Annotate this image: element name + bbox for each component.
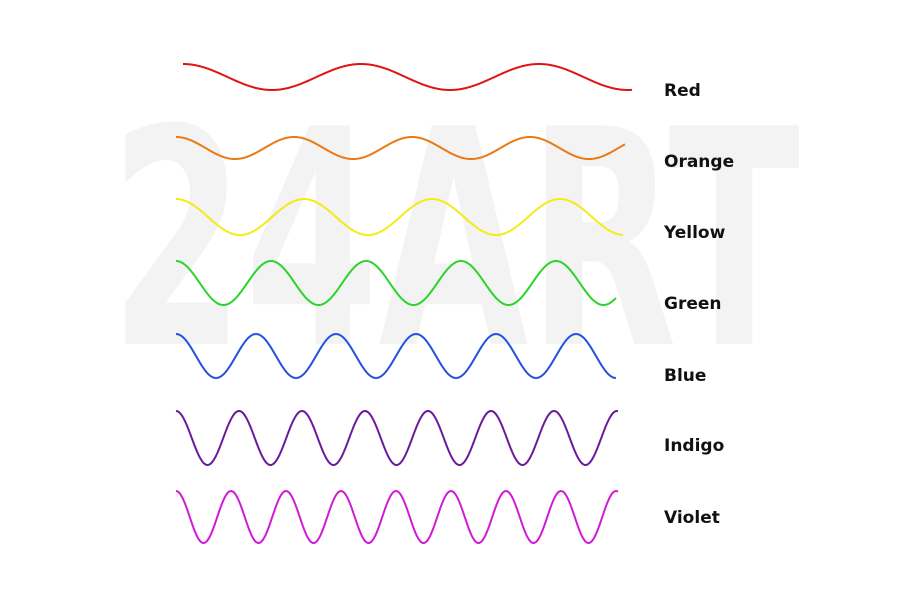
wave-label: Orange — [664, 152, 734, 172]
wave-label: Green — [664, 294, 722, 314]
wave — [175, 409, 619, 466]
wave-label: Yellow — [663, 223, 726, 243]
wave — [182, 62, 633, 92]
wave-label: Blue — [664, 366, 706, 386]
wave — [175, 489, 619, 544]
watermark: 24ART — [110, 66, 801, 415]
wave — [175, 197, 624, 237]
wave-label: Red — [664, 81, 701, 101]
wave — [175, 332, 617, 380]
wave-label: Violet — [664, 508, 720, 528]
wave — [175, 135, 626, 161]
wave-label: Indigo — [664, 436, 724, 456]
wave — [175, 259, 617, 306]
